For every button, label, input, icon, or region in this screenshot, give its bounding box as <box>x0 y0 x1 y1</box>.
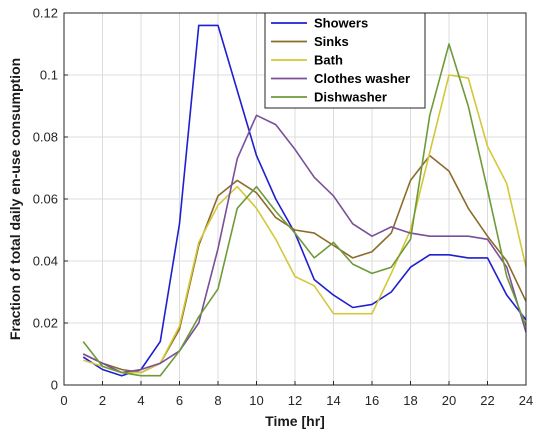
legend-label-bath: Bath <box>314 53 343 68</box>
y-tick-label: 0.12 <box>33 6 58 21</box>
x-tick-label: 24 <box>519 393 533 408</box>
legend-label-clothes-washer: Clothes washer <box>314 71 410 86</box>
x-tick-label: 16 <box>365 393 379 408</box>
x-tick-label: 12 <box>288 393 302 408</box>
series-line-showers <box>82 24 527 377</box>
x-tick-label: 6 <box>176 393 183 408</box>
x-tick-label: 22 <box>480 393 494 408</box>
x-tick-label: 18 <box>403 393 417 408</box>
x-tick-label: 14 <box>326 393 340 408</box>
x-tick-label: 10 <box>249 393 263 408</box>
x-tick-label: 2 <box>99 393 106 408</box>
y-tick-label: 0.1 <box>40 68 58 83</box>
y-tick-label: 0.04 <box>33 254 58 269</box>
y-tick-label: 0.06 <box>33 192 58 207</box>
x-axis-label: Time [hr] <box>265 413 325 429</box>
y-tick-label: 0.02 <box>33 316 58 331</box>
y-axis-label: Fraction of total daily en-use consumpti… <box>7 58 23 340</box>
legend: Showers Sinks Bath Clothes washer Dishwasher <box>264 12 426 109</box>
x-tick-label: 8 <box>214 393 221 408</box>
series-line-clothes-washer <box>82 114 527 374</box>
y-axis-ticks: 0 0.02 0.04 0.06 0.08 0.1 0.12 <box>33 6 68 393</box>
x-tick-label: 4 <box>137 393 144 408</box>
series-lines <box>82 24 527 377</box>
x-axis-ticks: 0 2 4 6 8 10 12 14 16 18 20 22 24 <box>60 381 533 408</box>
y-tick-label: 0 <box>51 378 58 393</box>
legend-entries: Showers Sinks Bath Clothes washer Dishwasher <box>271 16 410 105</box>
legend-label-sinks: Sinks <box>314 34 349 49</box>
legend-label-showers: Showers <box>314 16 368 31</box>
series-line-dishwasher <box>82 43 527 377</box>
y-tick-label: 0.08 <box>33 130 58 145</box>
legend-label-dishwasher: Dishwasher <box>314 90 387 105</box>
x-tick-label: 20 <box>442 393 456 408</box>
x-tick-label: 0 <box>60 393 67 408</box>
